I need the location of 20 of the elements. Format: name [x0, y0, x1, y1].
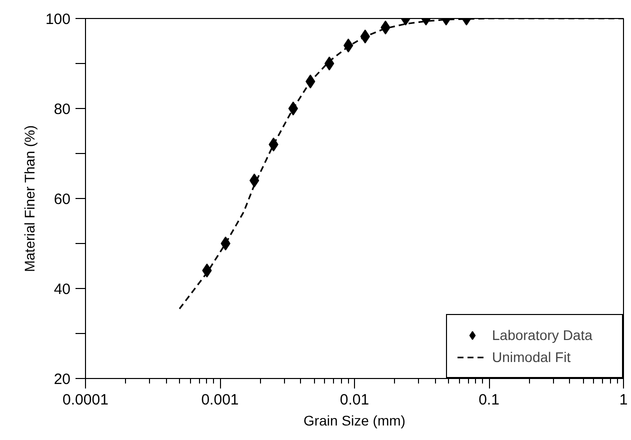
y-tick-label: 20: [54, 371, 71, 388]
point: [288, 102, 298, 116]
legend-label: Laboratory Data: [492, 327, 594, 343]
y-tick-label: 100: [45, 11, 71, 28]
point: [268, 138, 278, 152]
x-tick-label: 0.01: [340, 392, 370, 408]
x-tick-label: 0.001: [201, 392, 239, 408]
legend-label: Unimodal Fit: [492, 349, 572, 365]
point: [344, 38, 354, 52]
x-tick-label: 0.0001: [62, 392, 108, 408]
y-tick-label: 80: [54, 101, 71, 118]
y-tick-label: 40: [54, 281, 71, 298]
point: [324, 56, 334, 70]
point: [380, 20, 390, 34]
x-axis-title: Grain Size (mm): [304, 412, 406, 428]
y-tick-label: 60: [54, 191, 71, 208]
x-tick-label: 1: [619, 392, 628, 408]
y-axis-title: Material Finer Than (%): [21, 125, 38, 272]
point: [250, 174, 260, 188]
x-tick-label: 0.1: [478, 392, 500, 408]
